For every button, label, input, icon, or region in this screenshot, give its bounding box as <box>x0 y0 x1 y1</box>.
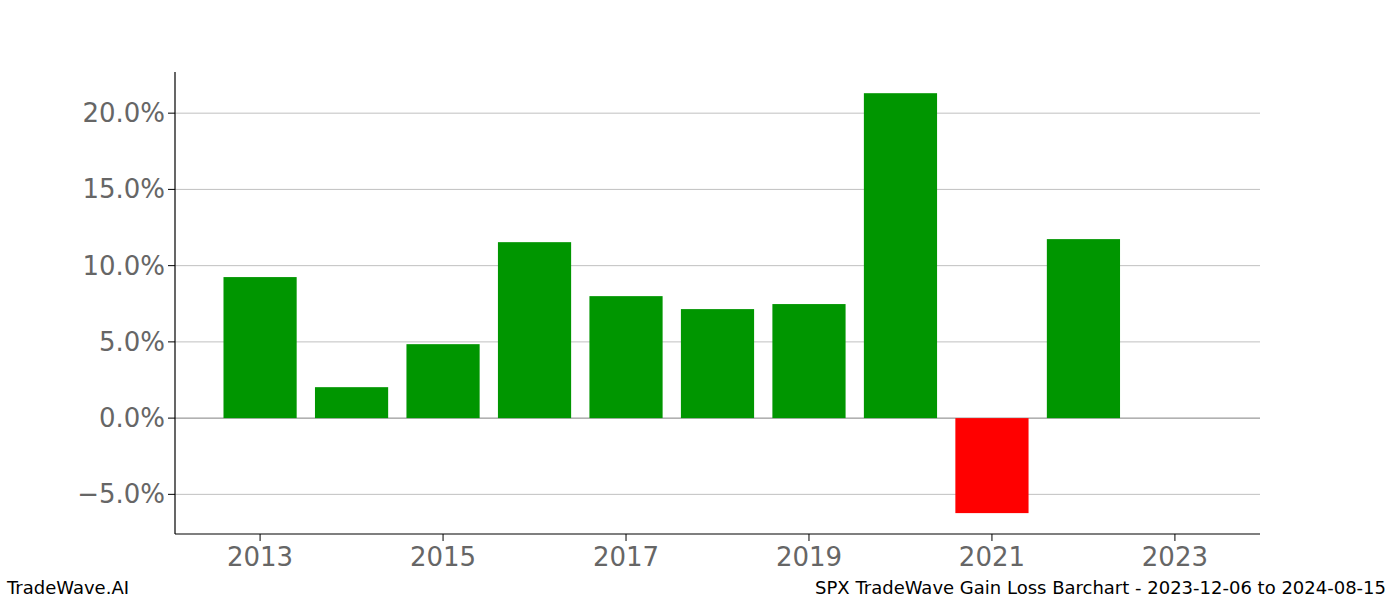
y-tick-label: 0.0% <box>99 403 165 433</box>
x-tick-label: 2015 <box>410 542 476 572</box>
y-tick <box>168 418 175 419</box>
bar <box>864 93 937 418</box>
bar <box>223 277 296 418</box>
source: TradeWave.AI <box>6 577 129 598</box>
bar <box>315 387 388 418</box>
x-axis <box>175 533 1260 534</box>
y-tick <box>168 494 175 495</box>
grid-line <box>175 189 1260 190</box>
x-tick <box>991 534 992 541</box>
x-tick-label: 2017 <box>593 542 659 572</box>
title: SPX TradeWave Gain Loss Barchart - 2023-… <box>815 577 1386 598</box>
x-tick <box>626 534 627 541</box>
y-tick-label: −5.0% <box>77 479 165 509</box>
y-axis <box>174 72 175 534</box>
grid-line <box>175 113 1260 114</box>
x-tick-label: 2021 <box>959 542 1025 572</box>
bar <box>681 309 754 418</box>
y-tick-label: 10.0% <box>82 251 165 281</box>
bar <box>772 304 845 418</box>
bar <box>1047 239 1120 418</box>
x-tick <box>1174 534 1175 541</box>
x-tick <box>443 534 444 541</box>
x-tick <box>260 534 261 541</box>
y-tick-label: 5.0% <box>99 327 165 357</box>
y-tick <box>168 113 175 114</box>
x-tick <box>808 534 809 541</box>
grid-line <box>175 494 1260 495</box>
x-tick-label: 2019 <box>776 542 842 572</box>
bar <box>955 418 1028 513</box>
y-tick <box>168 341 175 342</box>
x-tick-label: 2013 <box>227 542 293 572</box>
bars <box>223 93 1120 513</box>
chart: −5.0% 0.0% 5.0% 10.0% 15.0% 20.0% 2013 2015 2017… <box>0 0 1400 600</box>
y-tick <box>168 265 175 266</box>
bar <box>589 296 662 418</box>
bar <box>498 242 571 418</box>
bar <box>406 344 479 418</box>
y-tick-label: 15.0% <box>82 174 165 204</box>
x-tick-label: 2023 <box>1142 542 1208 572</box>
y-tick-label: 20.0% <box>82 98 165 128</box>
y-tick <box>168 189 175 190</box>
